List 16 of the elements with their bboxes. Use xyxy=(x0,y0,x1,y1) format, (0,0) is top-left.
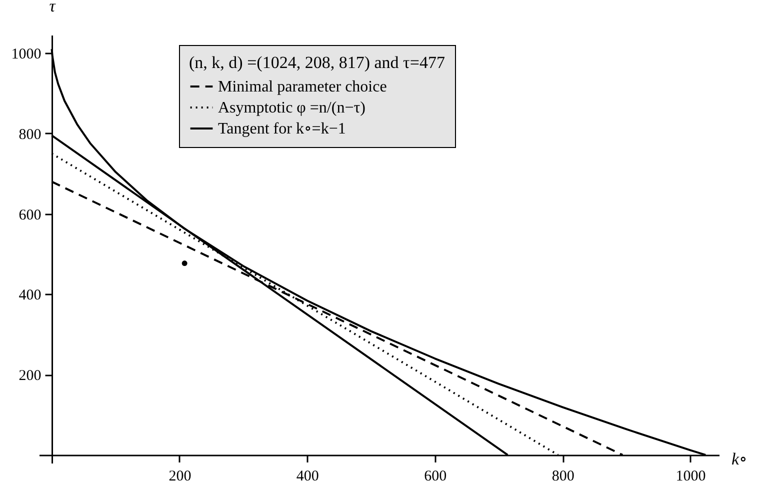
x-tick-label: 1000 xyxy=(676,468,706,484)
y-tick-label: 1000 xyxy=(11,46,42,63)
y-tick-label: 600 xyxy=(18,207,42,224)
legend-title: (n, k, d) =(1024, 208, 817) and τ=477 xyxy=(189,53,446,72)
y-axis-title: τ xyxy=(49,0,56,16)
legend-label: Minimal parameter choice xyxy=(218,78,387,96)
x-tick-label: 400 xyxy=(296,468,319,484)
legend-label: Tangent for k∘=k−1 xyxy=(218,120,346,138)
x-tick-label: 600 xyxy=(424,468,447,484)
x-axis-title: k∘ xyxy=(732,449,748,468)
y-tick-label: 200 xyxy=(18,368,42,384)
y-tick-label: 400 xyxy=(18,288,42,304)
x-tick-label: 800 xyxy=(552,468,574,484)
x-tick-label: 200 xyxy=(168,468,192,484)
legend-label: Asymptotic φ =n/(n−τ) xyxy=(218,100,366,116)
y-tick-label: 800 xyxy=(18,126,42,143)
